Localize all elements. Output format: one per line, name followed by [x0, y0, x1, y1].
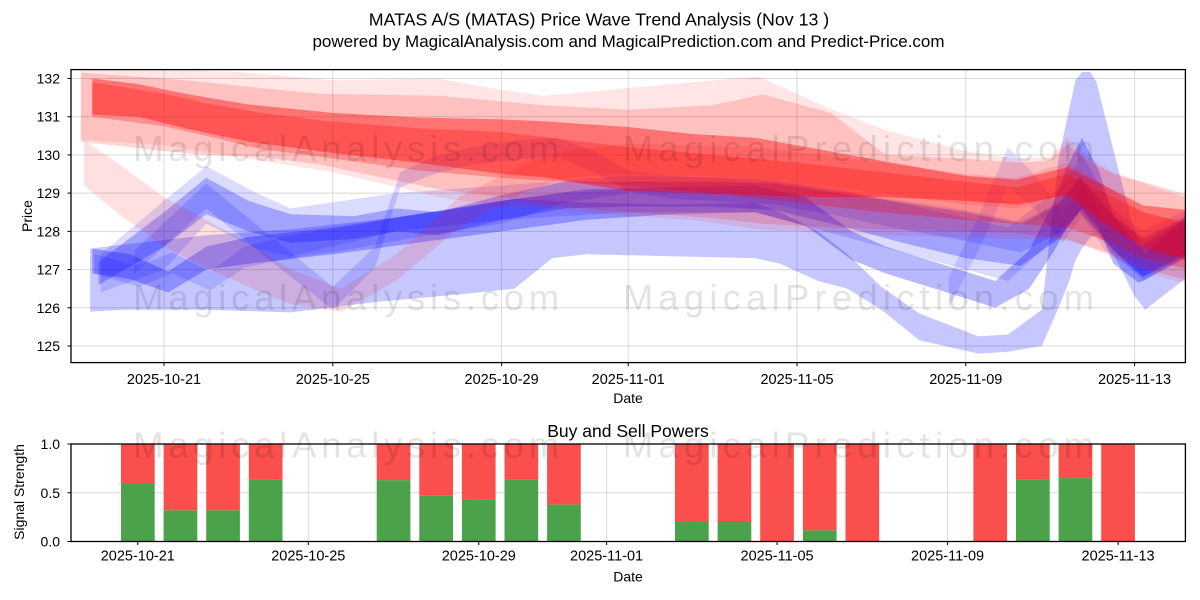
svg-text:MagicalAnalysis.com: MagicalAnalysis.com: [133, 128, 564, 169]
svg-text:2025-11-05: 2025-11-05: [741, 549, 814, 565]
svg-text:2025-10-25: 2025-10-25: [296, 372, 370, 388]
svg-text:MagicalAnalysis.com: MagicalAnalysis.com: [133, 425, 564, 466]
svg-text:0.5: 0.5: [41, 485, 61, 501]
svg-text:MagicalPrediction.com: MagicalPrediction.com: [623, 277, 1099, 318]
svg-text:powered by MagicalAnalysis.com: powered by MagicalAnalysis.com and Magic…: [312, 32, 944, 51]
svg-text:1.0: 1.0: [41, 436, 61, 452]
svg-text:Date: Date: [613, 569, 643, 585]
svg-text:MATAS A/S (MATAS) Price Wave T: MATAS A/S (MATAS) Price Wave Trend Analy…: [369, 10, 829, 30]
svg-text:2025-10-21: 2025-10-21: [127, 372, 201, 388]
svg-text:MagicalPrediction.com: MagicalPrediction.com: [623, 128, 1099, 169]
svg-text:Price: Price: [19, 200, 35, 232]
svg-text:Date: Date: [613, 390, 643, 406]
svg-text:MagicalPrediction.com: MagicalPrediction.com: [623, 425, 1099, 466]
svg-text:128: 128: [37, 223, 61, 239]
svg-text:2025-10-29: 2025-10-29: [465, 372, 539, 388]
svg-text:2025-11-13: 2025-11-13: [1082, 549, 1155, 565]
svg-text:2025-11-01: 2025-11-01: [570, 549, 643, 565]
svg-text:2025-11-09: 2025-11-09: [929, 372, 1002, 388]
svg-text:2025-10-25: 2025-10-25: [271, 549, 345, 565]
svg-text:131: 131: [37, 109, 61, 125]
svg-text:2025-11-05: 2025-11-05: [760, 372, 833, 388]
svg-text:2025-11-13: 2025-11-13: [1098, 372, 1171, 388]
svg-text:2025-11-09: 2025-11-09: [911, 549, 984, 565]
svg-text:2025-11-01: 2025-11-01: [592, 372, 665, 388]
svg-text:0.0: 0.0: [41, 534, 61, 550]
svg-text:MagicalAnalysis.com: MagicalAnalysis.com: [133, 277, 564, 318]
svg-text:132: 132: [37, 71, 61, 87]
svg-text:129: 129: [37, 185, 61, 201]
svg-text:127: 127: [37, 262, 61, 278]
svg-text:2025-10-29: 2025-10-29: [442, 549, 516, 565]
svg-text:130: 130: [37, 147, 61, 163]
svg-text:126: 126: [37, 300, 61, 316]
svg-text:2025-10-21: 2025-10-21: [101, 549, 175, 565]
svg-text:Signal Strength: Signal Strength: [11, 444, 27, 540]
svg-text:Buy and Sell Powers: Buy and Sell Powers: [547, 421, 709, 441]
svg-text:125: 125: [37, 338, 61, 354]
